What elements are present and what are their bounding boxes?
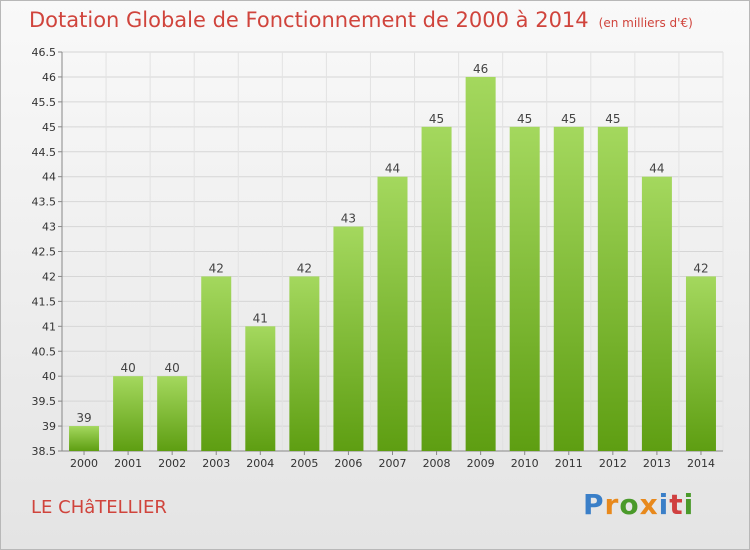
value-label: 40 <box>165 361 180 375</box>
y-tick-label: 42.5 <box>32 246 57 259</box>
bar-2002 <box>157 376 188 451</box>
value-label: 42 <box>297 261 312 275</box>
value-label: 39 <box>76 411 91 425</box>
x-tick-label: 2010 <box>511 457 539 470</box>
proxiti-logo: Proxiti <box>583 488 694 521</box>
bar-2007 <box>377 176 408 451</box>
x-tick-label: 2004 <box>246 457 274 470</box>
value-label: 45 <box>429 112 444 126</box>
logo-letter: i <box>658 488 670 521</box>
y-tick-label: 40.5 <box>32 345 57 358</box>
y-tick-label: 41 <box>42 320 56 333</box>
x-tick-label: 2005 <box>290 457 318 470</box>
y-tick-label: 45 <box>42 121 56 134</box>
x-tick-label: 2012 <box>599 457 627 470</box>
bar-2000 <box>69 426 100 451</box>
value-label: 45 <box>605 112 620 126</box>
x-tick-label: 2007 <box>379 457 407 470</box>
commune-name: LE CHâTELLIER <box>31 497 167 518</box>
x-tick-label: 2002 <box>158 457 186 470</box>
bar-2014 <box>685 276 716 451</box>
x-tick-label: 2008 <box>423 457 451 470</box>
y-tick-label: 43 <box>42 221 56 234</box>
x-tick-label: 2001 <box>114 457 142 470</box>
value-label: 43 <box>341 212 356 226</box>
value-label: 45 <box>517 112 532 126</box>
bar-2009 <box>465 76 496 451</box>
logo-letter: x <box>639 488 659 521</box>
x-tick-label: 2000 <box>70 457 98 470</box>
y-tick-label: 39.5 <box>32 395 57 408</box>
y-tick-label: 44.5 <box>32 146 57 159</box>
value-label: 41 <box>253 311 268 325</box>
x-tick-label: 2009 <box>467 457 495 470</box>
x-tick-label: 2011 <box>555 457 583 470</box>
value-label: 42 <box>209 261 224 275</box>
value-label: 44 <box>385 162 400 176</box>
y-tick-label: 39 <box>42 420 56 433</box>
bar-2004 <box>245 326 276 451</box>
y-tick-label: 40 <box>42 370 56 383</box>
chart-title-text: Dotation Globale de Fonctionnement de 20… <box>29 8 589 32</box>
chart-title: Dotation Globale de Fonctionnement de 20… <box>29 8 693 32</box>
bars <box>69 76 716 451</box>
y-tick-label: 45.5 <box>32 96 57 109</box>
x-tick-label: 2013 <box>643 457 671 470</box>
y-tick-label: 42 <box>42 270 56 283</box>
chart-unit: (en milliers d'€) <box>598 16 693 30</box>
bar-2010 <box>509 126 540 451</box>
logo-letter: o <box>619 488 640 521</box>
value-label: 42 <box>693 261 708 275</box>
y-tick-label: 46.5 <box>32 46 57 59</box>
y-tick-label: 43.5 <box>32 196 57 209</box>
bar-2006 <box>333 226 364 451</box>
y-tick-label: 38.5 <box>32 445 57 458</box>
value-label: 45 <box>561 112 576 126</box>
bar-2011 <box>553 126 584 451</box>
x-tick-label: 2006 <box>334 457 362 470</box>
logo-letter: r <box>604 488 620 521</box>
bar-2003 <box>201 276 232 451</box>
value-labels: 39 40 40 42 41 42 43 44 45 46 45 45 45 44 42 <box>76 62 708 425</box>
value-label: 40 <box>120 361 135 375</box>
y-tick-label: 46 <box>42 71 56 84</box>
bar-2012 <box>597 126 628 451</box>
logo-letter: P <box>583 488 605 521</box>
logo-letter: t <box>669 488 684 521</box>
x-tick-label: 2014 <box>687 457 715 470</box>
x-tick-label: 2003 <box>202 457 230 470</box>
logo-letter: i <box>683 488 695 521</box>
bar-2001 <box>113 376 144 451</box>
value-label: 44 <box>649 162 664 176</box>
y-tick-label: 44 <box>42 171 56 184</box>
bar-2013 <box>641 176 672 451</box>
bar-2008 <box>421 126 452 451</box>
value-label: 46 <box>473 62 488 76</box>
y-tick-label: 41.5 <box>32 295 57 308</box>
bar-2005 <box>289 276 320 451</box>
